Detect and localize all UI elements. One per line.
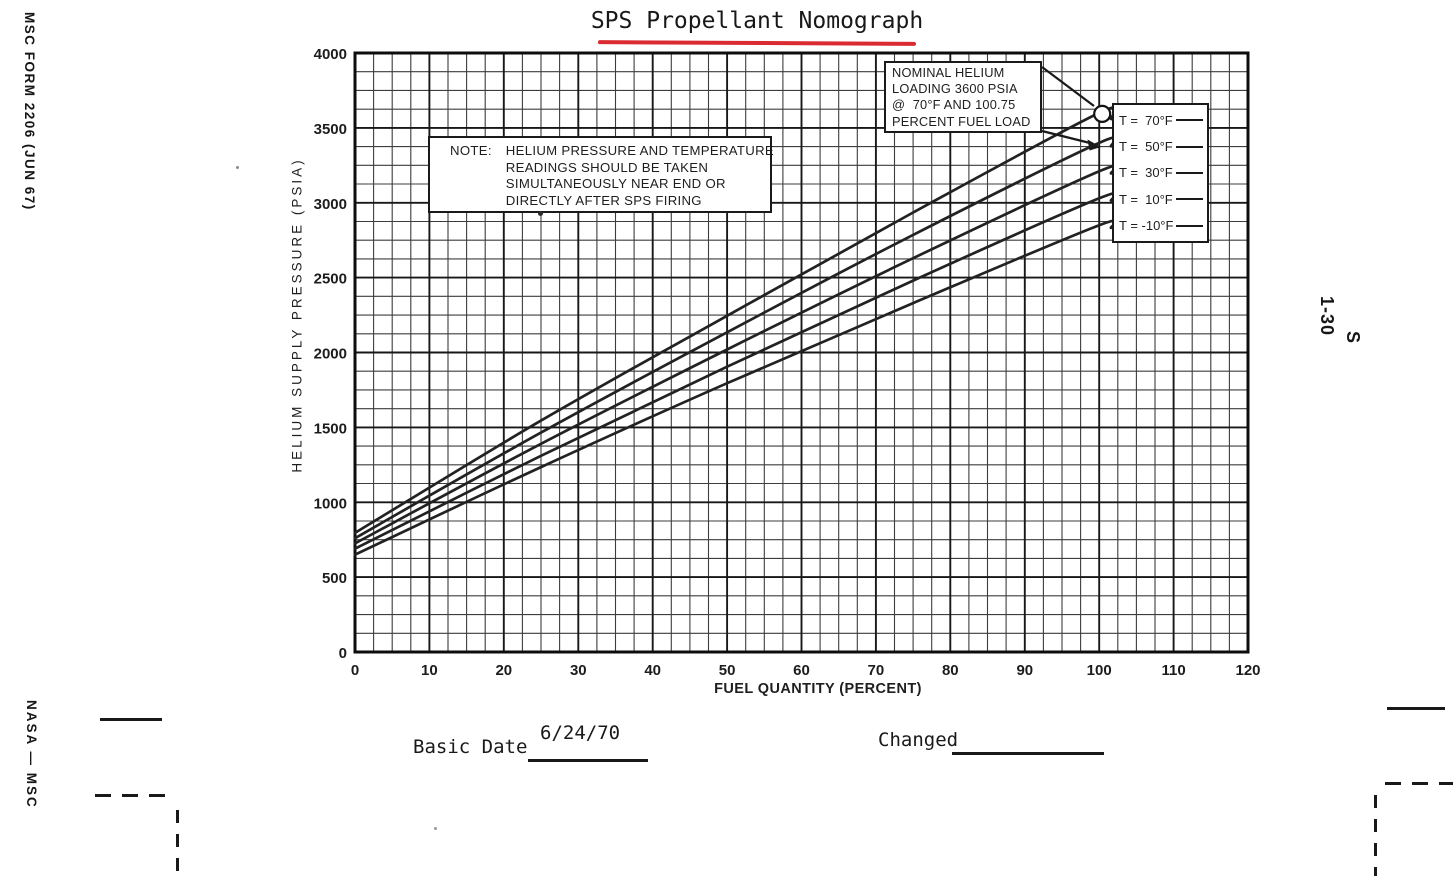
legend-row: T = 10°F — [1119, 192, 1204, 207]
nominal-point-marker — [1093, 104, 1112, 124]
y-tick-label: 2500 — [314, 271, 347, 288]
curve-T-=-70°F — [353, 105, 1119, 535]
legend-row: T = 30°F — [1119, 165, 1204, 180]
registration-mark-solid — [1387, 707, 1445, 710]
x-tick-label: 0 — [351, 662, 359, 679]
x-tick-label: 100 — [1087, 662, 1112, 679]
registration-mark-dashed-vertical — [1374, 795, 1377, 876]
nasa-msc-vertical-text: NASA — MSC — [24, 700, 39, 809]
basic-date-underline — [528, 759, 648, 762]
note-label: NOTE: — [450, 143, 492, 158]
page-marker-s: S — [1343, 331, 1363, 344]
x-tick-label: 80 — [942, 662, 959, 679]
legend-label: T = 50°F — [1119, 139, 1173, 155]
legend-label: T = 30°F — [1119, 165, 1173, 181]
y-axis-title: HELIUM SUPPLY PRESSURE (PSIA) — [289, 157, 305, 473]
y-tick-label: 0 — [339, 645, 347, 662]
y-tick-label: 3000 — [314, 196, 347, 213]
basic-date-label: Basic Date — [413, 736, 528, 758]
y-tick-label: 4000 — [314, 46, 347, 63]
x-tick-label: 10 — [421, 662, 438, 679]
y-tick-label: 1500 — [314, 420, 347, 437]
legend-leader-line — [1175, 145, 1203, 148]
registration-mark-dashed — [95, 794, 169, 797]
x-tick-label: 40 — [644, 662, 661, 679]
x-tick-label: 50 — [719, 662, 736, 679]
registration-mark-solid — [100, 718, 162, 721]
legend-label: T = 70°F — [1119, 112, 1173, 128]
page-title: SPS Propellant Nomograph — [590, 8, 924, 34]
y-tick-label: 3500 — [314, 121, 347, 138]
x-tick-label: 60 — [793, 662, 810, 679]
temperature-legend: T = 70°F T = 50°F T = 30°F T = 10°F T = -10°… — [1112, 103, 1209, 243]
annotation-arrowhead — [1087, 139, 1101, 151]
scan-speck — [236, 166, 239, 169]
scan-speck — [434, 827, 437, 830]
nominal-loading-annotation: NOMINAL HELIUM LOADING 3600 PSIA @ 70°F … — [884, 61, 1042, 133]
curve-T-=-30°F — [353, 164, 1119, 545]
registration-mark-dashed — [1385, 782, 1453, 785]
x-tick-label: 120 — [1235, 662, 1260, 679]
changed-blank-underline — [952, 752, 1104, 755]
curve-T-=-10°F — [353, 191, 1119, 551]
form-number-vertical-text: MSC FORM 2206 (JUN 67) — [22, 12, 37, 211]
note-box: NOTE: HELIUM PRESSURE AND TEMPERATURE RE… — [428, 136, 775, 213]
x-tick-label: 70 — [868, 662, 885, 679]
x-tick-label: 20 — [495, 662, 512, 679]
y-tick-label: 1000 — [314, 495, 347, 512]
legend-row: T = 70°F — [1119, 113, 1204, 128]
x-tick-label: 110 — [1161, 662, 1185, 679]
annotation-leader-line — [1041, 66, 1095, 107]
legend-row: T = -10°F — [1119, 218, 1204, 233]
y-tick-label: 500 — [322, 570, 347, 587]
x-tick-label: 90 — [1016, 662, 1033, 679]
y-tick-label: 2000 — [314, 346, 347, 363]
changed-label: Changed — [878, 729, 959, 751]
annotation-leader-line — [1041, 129, 1091, 145]
registration-mark-dashed-vertical — [176, 810, 179, 876]
scan-speck — [538, 211, 543, 216]
plot-border — [353, 51, 1250, 654]
legend-row: T = 50°F — [1119, 139, 1204, 154]
legend-leader-line — [1175, 119, 1203, 122]
basic-date-value: 6/24/70 — [540, 722, 621, 744]
x-axis-title: FUEL QUANTITY (PERCENT) — [714, 681, 922, 697]
legend-label: T = -10°F — [1119, 218, 1174, 234]
legend-leader-line — [1176, 224, 1203, 227]
page-marker-1-30: 1-30 — [1317, 296, 1337, 337]
note-text: HELIUM PRESSURE AND TEMPERATURE READINGS… — [505, 143, 775, 208]
legend-leader-line — [1175, 171, 1203, 174]
legend-leader-line — [1175, 198, 1203, 201]
x-tick-label: 30 — [570, 662, 587, 679]
curve-T-=--10°F — [353, 218, 1119, 557]
legend-label: T = 10°F — [1119, 191, 1173, 207]
